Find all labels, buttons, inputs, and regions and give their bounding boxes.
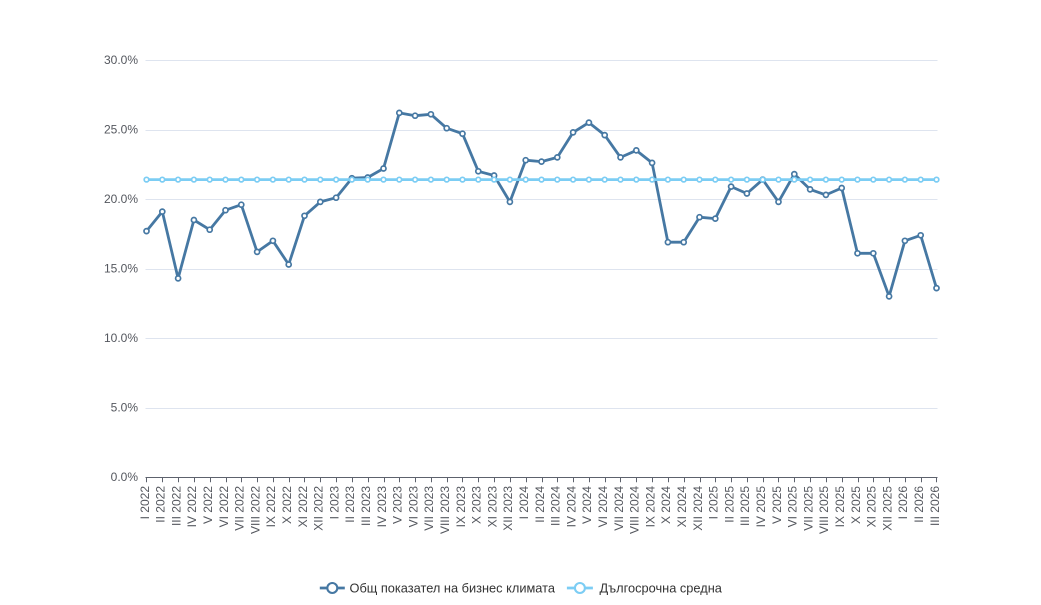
svg-text:XI 2022: XI 2022 [296, 486, 310, 528]
svg-text:IX 2023: IX 2023 [454, 486, 468, 528]
svg-text:III 2025: III 2025 [738, 486, 752, 526]
svg-text:V 2023: V 2023 [391, 486, 405, 524]
svg-text:20.0%: 20.0% [104, 192, 138, 206]
svg-text:X 2023: X 2023 [470, 486, 484, 524]
svg-text:III 2026: III 2026 [928, 486, 942, 526]
svg-text:10.0%: 10.0% [104, 331, 138, 345]
svg-text:VII 2024: VII 2024 [612, 486, 626, 531]
svg-text:IV 2025: IV 2025 [754, 486, 768, 528]
svg-text:VII 2023: VII 2023 [422, 486, 436, 531]
svg-text:II 2026: II 2026 [912, 486, 926, 523]
svg-text:0.0%: 0.0% [111, 470, 139, 484]
svg-text:XI 2025: XI 2025 [865, 486, 879, 528]
svg-text:III 2023: III 2023 [359, 486, 373, 526]
svg-text:V 2022: V 2022 [201, 486, 215, 524]
svg-text:VI 2023: VI 2023 [406, 486, 420, 528]
svg-text:X 2024: X 2024 [659, 486, 673, 524]
svg-text:IX 2025: IX 2025 [833, 486, 847, 528]
svg-text:XI 2024: XI 2024 [675, 486, 689, 528]
svg-text:VI 2024: VI 2024 [596, 486, 610, 528]
svg-text:I 2023: I 2023 [327, 486, 341, 520]
svg-text:II 2022: II 2022 [154, 486, 168, 523]
svg-text:IX 2024: IX 2024 [643, 486, 657, 528]
svg-text:I 2024: I 2024 [517, 486, 531, 520]
svg-text:Общ показател на бизнес климат: Общ показател на бизнес климата [350, 581, 556, 596]
svg-text:II 2023: II 2023 [343, 486, 357, 523]
svg-text:5.0%: 5.0% [111, 401, 139, 415]
svg-text:15.0%: 15.0% [104, 262, 138, 276]
svg-text:III 2024: III 2024 [549, 486, 563, 526]
svg-text:IV 2024: IV 2024 [564, 486, 578, 528]
svg-text:VI 2022: VI 2022 [217, 486, 231, 528]
svg-text:VIII 2025: VIII 2025 [817, 486, 831, 534]
svg-text:X 2025: X 2025 [849, 486, 863, 524]
svg-text:XII 2024: XII 2024 [691, 486, 705, 531]
svg-text:XII 2023: XII 2023 [501, 486, 515, 531]
svg-text:I 2025: I 2025 [707, 486, 721, 520]
svg-text:III 2022: III 2022 [169, 486, 183, 526]
svg-text:VI 2025: VI 2025 [786, 486, 800, 528]
svg-text:25.0%: 25.0% [104, 123, 138, 137]
svg-text:I 2026: I 2026 [896, 486, 910, 520]
svg-text:X 2022: X 2022 [280, 486, 294, 524]
svg-text:XII 2022: XII 2022 [312, 486, 326, 531]
svg-text:XII 2025: XII 2025 [880, 486, 894, 531]
svg-text:I 2022: I 2022 [138, 486, 152, 520]
svg-text:VIII 2024: VIII 2024 [628, 486, 642, 534]
svg-text:II 2024: II 2024 [533, 486, 547, 523]
svg-text:V 2024: V 2024 [580, 486, 594, 524]
svg-text:IV 2023: IV 2023 [375, 486, 389, 528]
svg-text:IV 2022: IV 2022 [185, 486, 199, 528]
svg-text:IX 2022: IX 2022 [264, 486, 278, 528]
svg-text:II 2025: II 2025 [722, 486, 736, 523]
svg-text:VIII 2023: VIII 2023 [438, 486, 452, 534]
svg-text:VII 2025: VII 2025 [801, 486, 815, 531]
svg-text:30.0%: 30.0% [104, 53, 138, 67]
svg-text:VIII 2022: VIII 2022 [248, 486, 262, 534]
svg-text:XI 2023: XI 2023 [485, 486, 499, 528]
svg-text:Дългосрочна средна: Дългосрочна средна [600, 581, 723, 596]
svg-text:V 2025: V 2025 [770, 486, 784, 524]
svg-text:VII 2022: VII 2022 [233, 486, 247, 531]
